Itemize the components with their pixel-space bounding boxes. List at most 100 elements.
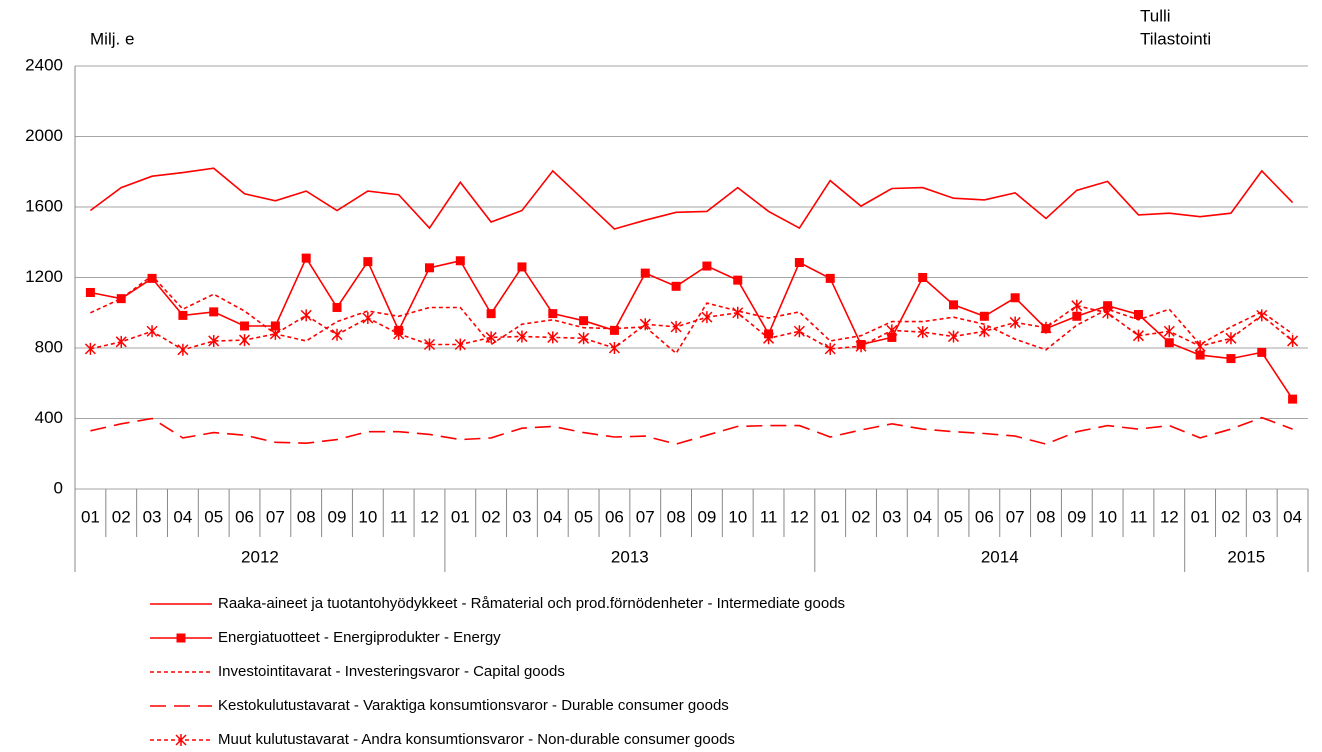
marker: [454, 338, 466, 351]
x-tick-label: 08: [667, 507, 686, 526]
x-tick-label: 04: [543, 507, 562, 526]
marker: [639, 318, 651, 331]
x-tick-label: 12: [790, 507, 809, 526]
marker: [115, 335, 127, 348]
x-tick-label: 02: [112, 507, 131, 526]
marker: [825, 273, 835, 283]
x-tick-label: 10: [1098, 507, 1117, 526]
marker: [548, 309, 558, 319]
marker: [84, 342, 96, 355]
marker: [886, 324, 898, 337]
marker: [209, 307, 219, 317]
marker: [793, 325, 805, 338]
marker: [517, 262, 527, 272]
unit-label: Milj. e: [90, 29, 134, 48]
x-tick-label: 01: [81, 507, 100, 526]
legend-label: Kestokulutustavarat - Varaktiga konsumti…: [218, 697, 729, 714]
marker: [671, 281, 681, 291]
marker: [1010, 293, 1020, 303]
x-tick-label: 11: [760, 507, 778, 526]
marker: [917, 326, 929, 339]
marker: [1071, 299, 1083, 312]
x-tick-label: 04: [913, 507, 932, 526]
x-tick-label: 11: [1130, 507, 1148, 526]
y-tick-label: 2400: [25, 55, 63, 74]
x-group-label: 2013: [611, 547, 649, 566]
marker: [702, 261, 712, 271]
marker: [547, 331, 559, 344]
marker: [300, 309, 312, 322]
series-line: [90, 256, 1294, 400]
x-tick-label: 06: [605, 507, 624, 526]
x-tick-label: 05: [944, 507, 963, 526]
marker: [1102, 306, 1114, 319]
x-tick-label: 12: [1160, 507, 1179, 526]
marker: [1195, 350, 1205, 360]
legend-label: Muut kulutustavarat - Andra konsumtionsv…: [218, 731, 735, 748]
marker: [1009, 316, 1021, 329]
x-tick-label: 12: [420, 507, 439, 526]
marker: [1226, 354, 1236, 364]
marker: [855, 340, 867, 353]
x-tick-label: 10: [358, 507, 377, 526]
x-tick-label: 03: [882, 507, 901, 526]
x-tick-label: 07: [636, 507, 655, 526]
marker: [579, 316, 589, 326]
marker: [146, 325, 158, 338]
marker: [947, 330, 960, 343]
marker: [269, 327, 281, 340]
marker: [176, 633, 186, 643]
marker: [1256, 309, 1268, 322]
y-tick-label: 400: [35, 408, 63, 427]
marker: [240, 321, 250, 331]
marker: [1194, 340, 1206, 353]
marker: [363, 257, 373, 267]
marker: [486, 309, 496, 319]
marker: [178, 310, 188, 320]
marker: [824, 342, 836, 355]
source: Tulli: [1140, 6, 1171, 25]
x-tick-label: 09: [328, 507, 347, 526]
marker: [177, 343, 189, 356]
marker: [362, 312, 374, 325]
marker: [1164, 338, 1174, 348]
marker: [1132, 329, 1144, 342]
legend-label: Raaka-aineet ja tuotantohyödykkeet - Råm…: [218, 595, 845, 612]
series-line: [89, 167, 1294, 230]
marker: [270, 321, 280, 331]
marker: [1288, 394, 1298, 404]
marker: [701, 311, 713, 324]
marker: [578, 332, 590, 345]
x-tick-label: 11: [390, 507, 408, 526]
series-line: [90, 274, 1294, 355]
x-tick-label: 07: [1006, 507, 1025, 526]
x-tick-label: 05: [204, 507, 223, 526]
x-tick-label: 09: [697, 507, 716, 526]
x-tick-label: 01: [821, 507, 840, 526]
marker: [608, 342, 620, 354]
marker: [516, 330, 528, 343]
marker: [455, 256, 465, 266]
x-tick-label: 07: [266, 507, 285, 526]
marker: [331, 328, 343, 341]
series-line: [90, 416, 1293, 445]
marker: [794, 258, 804, 268]
marker: [1257, 347, 1267, 357]
marker: [609, 325, 619, 335]
x-tick-label: 03: [143, 507, 162, 526]
marker: [640, 268, 650, 278]
marker: [85, 287, 95, 297]
legend-label: Investointitavarat - Investeringsvaror -…: [218, 663, 565, 680]
x-tick-label: 08: [297, 507, 316, 526]
x-tick-label: 03: [513, 507, 532, 526]
x-tick-label: 02: [852, 507, 871, 526]
y-tick-label: 0: [54, 478, 63, 497]
marker: [208, 334, 220, 347]
y-tick-label: 800: [35, 337, 63, 356]
marker: [949, 300, 959, 310]
marker: [393, 327, 405, 340]
x-group-label: 2014: [981, 547, 1019, 566]
marker: [1103, 301, 1113, 311]
marker: [1225, 332, 1237, 345]
